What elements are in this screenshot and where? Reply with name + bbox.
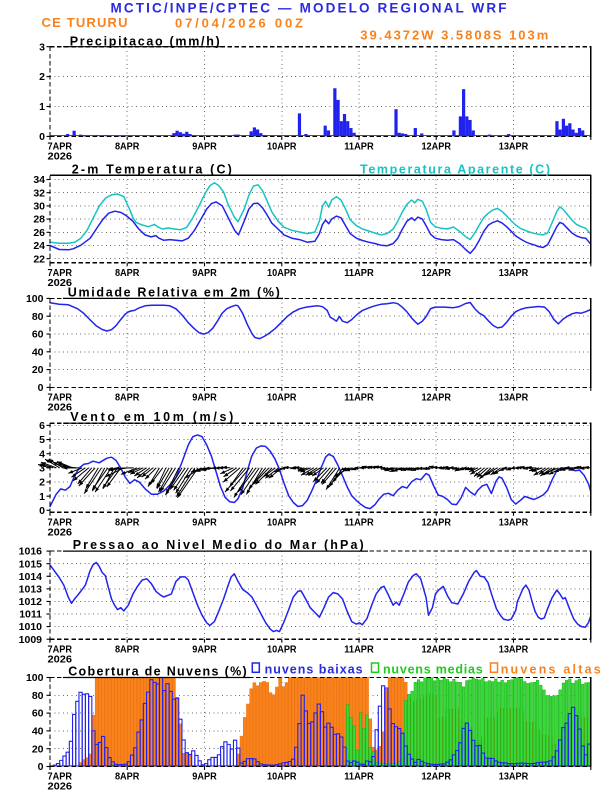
svg-text:10APR: 10APR	[267, 141, 297, 153]
svg-text:9APR: 9APR	[192, 517, 217, 529]
svg-text:11APR: 11APR	[344, 643, 374, 655]
svg-text:20: 20	[32, 743, 44, 755]
svg-text:12APR: 12APR	[421, 141, 451, 153]
svg-text:2: 2	[39, 71, 45, 83]
svg-text:1015: 1015	[19, 558, 43, 570]
svg-text:9APR: 9APR	[192, 771, 217, 783]
svg-text:10APR: 10APR	[267, 267, 297, 279]
svg-text:8APR: 8APR	[115, 267, 140, 279]
svg-text:13APR: 13APR	[499, 643, 529, 655]
svg-text:13APR: 13APR	[499, 141, 529, 153]
svg-text:0: 0	[39, 505, 45, 517]
svg-text:07/04/2026 00Z: 07/04/2026 00Z	[175, 16, 303, 31]
svg-text:2026: 2026	[48, 527, 73, 539]
svg-text:80: 80	[32, 690, 44, 702]
svg-text:3: 3	[39, 41, 45, 53]
svg-text:7APR: 7APR	[48, 643, 73, 655]
svg-text:7APR: 7APR	[48, 141, 73, 153]
svg-text:1014: 1014	[19, 571, 43, 583]
svg-text:2026: 2026	[48, 653, 73, 665]
svg-text:34: 34	[33, 174, 45, 186]
svg-text:9APR: 9APR	[192, 392, 217, 404]
svg-text:nuvens baixas: nuvens baixas	[265, 663, 363, 677]
svg-text:100: 100	[26, 672, 44, 684]
svg-text:9APR: 9APR	[192, 267, 217, 279]
svg-text:10APR: 10APR	[267, 643, 297, 655]
svg-text:1: 1	[39, 101, 45, 113]
svg-text:0: 0	[39, 131, 45, 143]
svg-text:1011: 1011	[19, 609, 42, 621]
svg-text:11APR: 11APR	[344, 141, 374, 153]
svg-text:32: 32	[33, 187, 45, 199]
svg-text:12APR: 12APR	[421, 771, 451, 783]
svg-text:2: 2	[39, 477, 45, 489]
svg-text:20: 20	[32, 364, 44, 376]
svg-text:2-m Temperatura (C): 2-m Temperatura (C)	[72, 162, 232, 176]
svg-text:13APR: 13APR	[499, 517, 529, 529]
svg-text:9APR: 9APR	[192, 643, 217, 655]
svg-text:13APR: 13APR	[499, 771, 529, 783]
svg-text:1013: 1013	[19, 583, 43, 595]
svg-text:1012: 1012	[19, 596, 43, 608]
svg-text:1010: 1010	[19, 621, 43, 633]
svg-text:28: 28	[33, 214, 45, 226]
svg-text:nuvens medias: nuvens medias	[383, 663, 483, 677]
svg-text:26: 26	[33, 227, 45, 239]
svg-text:MCTIC/INPE/CPTEC — MODELO REGI: MCTIC/INPE/CPTEC — MODELO REGIONAL WRF	[111, 0, 507, 15]
svg-text:Temperatura Aparente (C): Temperatura Aparente (C)	[360, 162, 550, 176]
svg-text:8APR: 8APR	[115, 141, 140, 153]
svg-text:1009: 1009	[19, 634, 43, 646]
svg-text:9APR: 9APR	[192, 141, 217, 153]
svg-text:22: 22	[33, 253, 45, 265]
svg-text:11APR: 11APR	[344, 517, 374, 529]
svg-text:10APR: 10APR	[267, 392, 297, 404]
svg-text:40: 40	[32, 726, 44, 738]
svg-text:7APR: 7APR	[48, 392, 73, 404]
svg-text:nuvens altas: nuvens altas	[501, 663, 601, 677]
svg-text:8APR: 8APR	[115, 517, 140, 529]
svg-text:5: 5	[39, 434, 45, 446]
svg-text:4: 4	[39, 448, 45, 460]
svg-text:2026: 2026	[48, 402, 73, 414]
svg-text:CE TURURU: CE TURURU	[42, 15, 128, 30]
svg-text:Pressao ao Nivel Medio do Mar: Pressao ao Nivel Medio do Mar (hPa)	[73, 538, 364, 552]
svg-text:60: 60	[32, 708, 44, 720]
svg-text:0: 0	[38, 761, 44, 773]
svg-text:13APR: 13APR	[499, 267, 529, 279]
svg-text:7APR: 7APR	[48, 267, 73, 279]
svg-text:2026: 2026	[48, 151, 73, 163]
svg-text:10APR: 10APR	[267, 517, 297, 529]
svg-text:8APR: 8APR	[115, 771, 140, 783]
svg-text:80: 80	[32, 311, 44, 323]
svg-text:12APR: 12APR	[421, 517, 451, 529]
svg-text:7APR: 7APR	[48, 771, 73, 783]
svg-text:12APR: 12APR	[421, 267, 451, 279]
svg-text:10APR: 10APR	[267, 771, 297, 783]
svg-text:11APR: 11APR	[344, 392, 374, 404]
svg-text:0: 0	[38, 382, 44, 394]
svg-text:40: 40	[32, 346, 44, 358]
svg-text:13APR: 13APR	[499, 392, 529, 404]
svg-text:2026: 2026	[48, 277, 73, 289]
svg-text:Cobertura de Nuvens (%): Cobertura de Nuvens (%)	[68, 664, 247, 678]
svg-text:100: 100	[26, 293, 44, 305]
svg-text:6: 6	[39, 420, 45, 432]
svg-text:60: 60	[32, 329, 44, 341]
svg-text:Umidade Relativa em 2m (%): Umidade Relativa em 2m (%)	[68, 286, 280, 300]
svg-text:12APR: 12APR	[421, 643, 451, 655]
svg-text:24: 24	[33, 240, 45, 252]
svg-text:7APR: 7APR	[48, 517, 73, 529]
svg-text:8APR: 8APR	[115, 392, 140, 404]
svg-text:30: 30	[33, 201, 45, 213]
svg-text:1016: 1016	[19, 546, 43, 558]
svg-text:12APR: 12APR	[421, 392, 451, 404]
svg-text:8APR: 8APR	[115, 643, 140, 655]
svg-text:1: 1	[39, 491, 45, 503]
svg-text:2026: 2026	[48, 781, 73, 792]
svg-text:11APR: 11APR	[344, 771, 374, 783]
svg-text:11APR: 11APR	[344, 267, 374, 279]
svg-text:3: 3	[39, 462, 45, 474]
